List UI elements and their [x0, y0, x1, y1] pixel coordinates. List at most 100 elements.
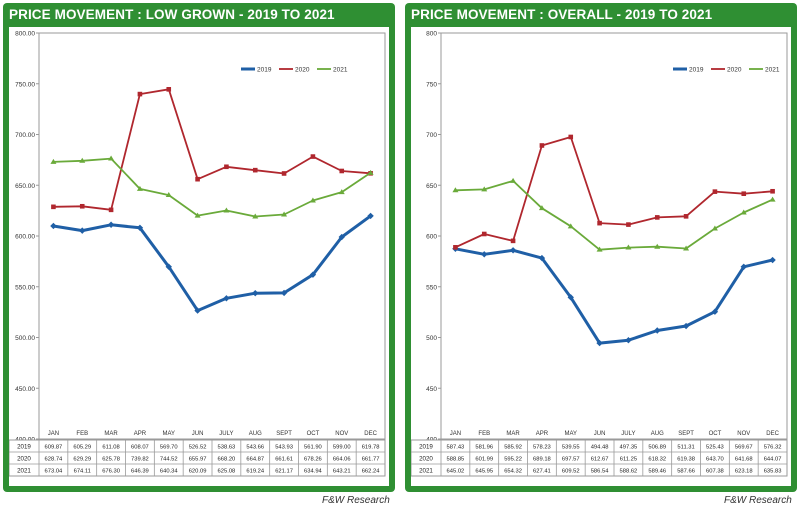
- data-point-2021: [194, 212, 201, 218]
- data-point-2019: [280, 289, 288, 297]
- x-tick-label: JULY: [621, 431, 635, 437]
- table-cell: 643.21: [333, 469, 351, 475]
- y-tick-label: 700: [426, 132, 437, 139]
- table-cell: 664.87: [246, 457, 264, 463]
- x-tick-label: MAY: [564, 431, 577, 437]
- table-row-label: 2020: [17, 456, 31, 463]
- y-tick-label: 450.00: [15, 386, 35, 393]
- table-cell: 586.54: [591, 469, 610, 475]
- table-cell: 619.78: [362, 445, 380, 451]
- y-tick-label: 500.00: [15, 335, 35, 342]
- table-cell: 625.78: [102, 457, 120, 463]
- data-point-2019: [309, 271, 317, 278]
- data-point-2020: [339, 168, 345, 174]
- chart-area: 800750700650600550500450400JANFEBMARAPRM…: [411, 27, 791, 486]
- data-point-2019: [740, 263, 747, 270]
- table-cell: 620.09: [189, 469, 207, 475]
- data-point-2021: [654, 243, 661, 249]
- x-tick-label: AUG: [249, 431, 262, 437]
- table-cell: 644.07: [764, 457, 782, 463]
- table-cell: 599.00: [333, 445, 351, 451]
- data-point-2020: [626, 222, 631, 227]
- data-point-2020: [741, 191, 747, 196]
- table-cell: 645.95: [475, 469, 493, 475]
- data-point-2021: [281, 211, 288, 217]
- x-tick-label: NOV: [737, 431, 750, 437]
- data-point-2019: [194, 307, 201, 314]
- table-cell: 525.43: [706, 445, 724, 451]
- data-point-2019: [136, 224, 144, 232]
- table-cell: 595.22: [504, 457, 522, 463]
- data-point-2021: [338, 189, 345, 195]
- x-tick-label: MAR: [104, 431, 118, 437]
- x-tick-label: DEC: [766, 431, 779, 437]
- data-point-2019: [252, 289, 259, 297]
- source-credit: F&W Research: [322, 495, 390, 506]
- x-tick-label: FEB: [478, 431, 490, 437]
- data-point-2019: [107, 221, 115, 228]
- y-tick-label: 600: [426, 234, 437, 241]
- data-point-2019: [567, 294, 574, 301]
- x-tick-label: MAR: [506, 431, 520, 437]
- table-cell: 561.90: [304, 445, 322, 451]
- table-cell: 569.70: [160, 445, 178, 451]
- data-point-2021: [538, 205, 545, 211]
- table-cell: 581.96: [475, 445, 493, 451]
- table-cell: 543.66: [246, 445, 264, 451]
- table-cell: 511.31: [677, 445, 694, 451]
- table-cell: 661.77: [362, 457, 380, 463]
- data-point-2020: [539, 143, 545, 148]
- x-tick-label: DEC: [364, 431, 377, 437]
- data-point-2020: [510, 238, 516, 244]
- x-tick-label: JAN: [48, 431, 59, 437]
- data-point-2020: [108, 207, 114, 213]
- table-cell: 543.93: [275, 445, 293, 451]
- source-credit: F&W Research: [724, 495, 792, 506]
- data-point-2019: [223, 295, 230, 302]
- data-point-2020: [770, 188, 775, 194]
- series-line-2021: [53, 157, 372, 218]
- table-cell: 629.29: [73, 457, 91, 463]
- table-cell: 635.83: [764, 469, 782, 475]
- table-cell: 585.92: [504, 445, 522, 451]
- data-point-2020: [137, 91, 143, 97]
- data-point-2019: [79, 227, 86, 234]
- legend-label: 2020: [295, 67, 310, 74]
- legend-label: 2020: [727, 67, 742, 74]
- data-point-2021: [740, 209, 747, 215]
- data-point-2020: [195, 176, 200, 182]
- data-point-2020: [683, 214, 689, 219]
- table-row-label: 2021: [17, 468, 31, 475]
- table-cell: 627.41: [533, 469, 551, 475]
- data-point-2019: [654, 327, 661, 334]
- table-cell: 676.30: [102, 469, 120, 475]
- data-point-2020: [654, 215, 660, 220]
- data-point-2019: [338, 233, 345, 241]
- x-tick-label: AUG: [651, 431, 664, 437]
- data-point-2019: [481, 251, 488, 258]
- data-point-2020: [712, 189, 718, 194]
- table-cell: 587.66: [677, 469, 695, 475]
- table-row-label: 2019: [419, 444, 433, 451]
- table-row-label: 2019: [17, 444, 31, 451]
- table-cell: 664.06: [333, 457, 351, 463]
- data-point-2021: [309, 197, 316, 203]
- table-cell: 578.23: [533, 445, 551, 451]
- table-cell: 608.07: [131, 445, 149, 451]
- data-table-frame: [9, 439, 386, 477]
- table-cell: 588.85: [447, 457, 465, 463]
- x-tick-label: JULY: [219, 431, 233, 437]
- table-cell: 612.67: [591, 457, 609, 463]
- table-cell: 634.94: [304, 469, 323, 475]
- x-tick-label: SEPT: [678, 431, 694, 437]
- data-point-2020: [597, 220, 602, 226]
- x-tick-label: APR: [536, 431, 549, 437]
- data-point-2021: [50, 158, 57, 164]
- table-cell: 605.29: [73, 445, 91, 451]
- line-chart-low-grown: 800.00 750.00 700.00 650.00 600.00 550.00 500.…: [9, 31, 386, 477]
- table-cell: 641.68: [735, 457, 753, 463]
- chart-title: PRICE MOVEMENT : OVERALL - 2019 TO 2021: [411, 7, 713, 22]
- data-point-2021: [108, 155, 115, 161]
- table-cell: 673.04: [45, 469, 64, 475]
- data-point-2020: [51, 204, 56, 210]
